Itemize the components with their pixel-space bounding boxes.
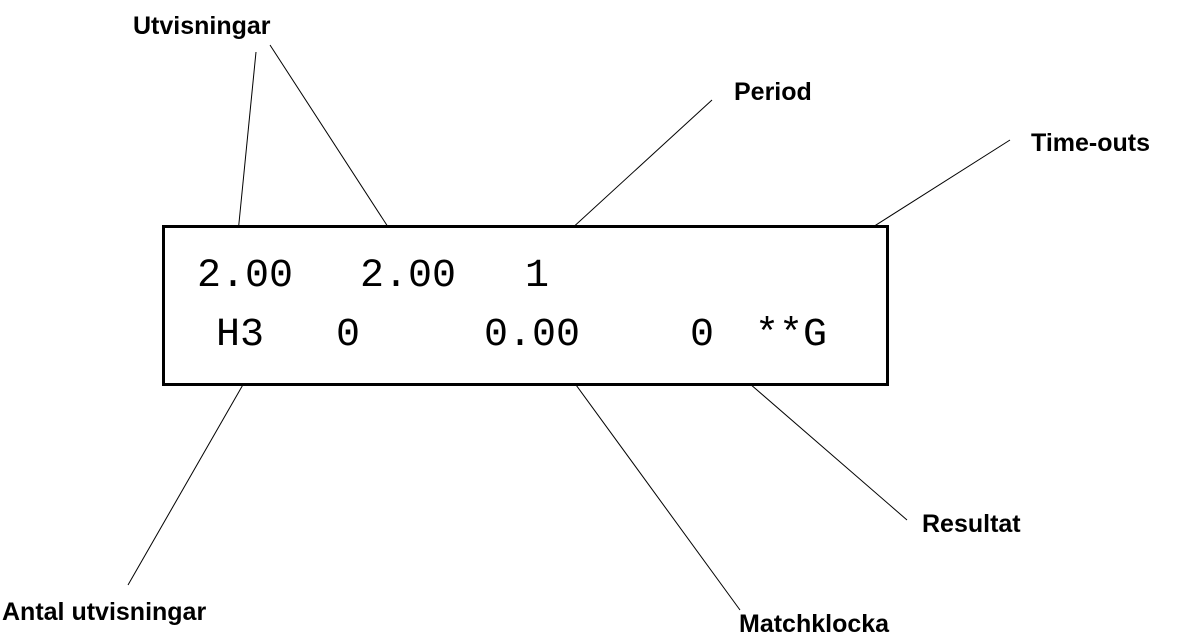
scoreboard-display bbox=[162, 225, 889, 386]
penalty-time-2: 2.00 bbox=[360, 254, 457, 299]
label-resultat: Resultat bbox=[922, 510, 1021, 538]
period-value: 1 bbox=[525, 254, 550, 299]
match-clock-value: 0.00 bbox=[484, 313, 581, 358]
label-period: Period bbox=[734, 78, 812, 106]
label-antal-utvisningar: Antal utvisningar bbox=[2, 598, 207, 626]
zero-value: 0 bbox=[336, 313, 361, 358]
label-utvisningar: Utvisningar bbox=[133, 12, 271, 40]
result-value: 0 bbox=[690, 313, 715, 358]
label-matchklocka: Matchklocka bbox=[739, 610, 890, 638]
label-timeouts: Time-outs bbox=[1031, 129, 1150, 157]
penalty-count-value: H3 bbox=[216, 313, 265, 358]
penalty-time-1: 2.00 bbox=[197, 254, 294, 299]
leader-utvisningar-2 bbox=[269, 44, 391, 231]
timeouts-value: **G bbox=[755, 313, 828, 358]
leader-matchklocka bbox=[551, 351, 741, 611]
leader-antal bbox=[127, 361, 257, 586]
leader-utvisningar-1 bbox=[236, 51, 257, 244]
